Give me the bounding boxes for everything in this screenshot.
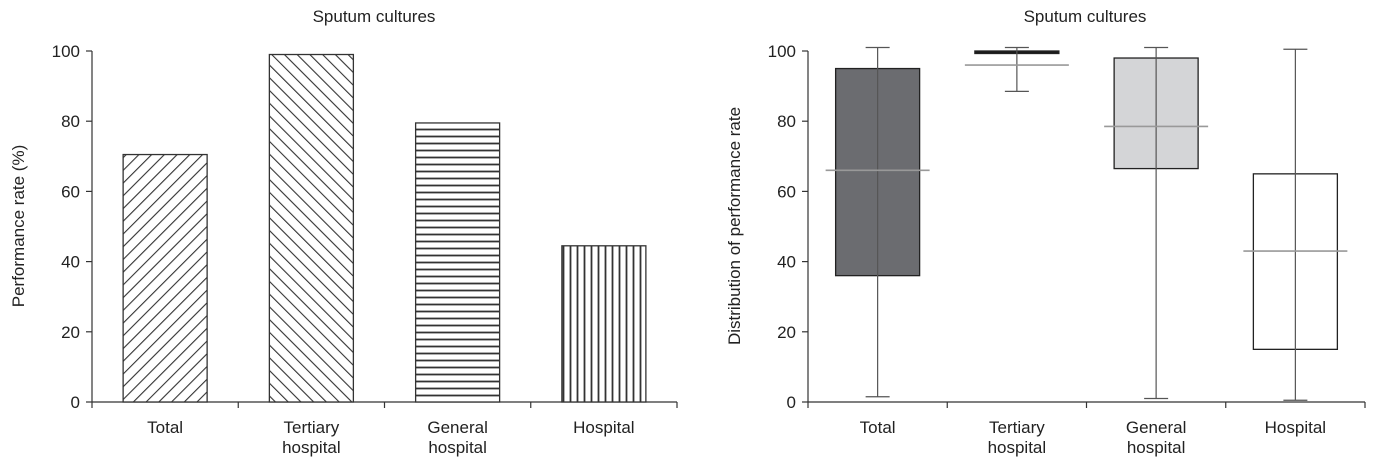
x-tick-label-total: Total bbox=[147, 418, 183, 437]
y-tick-label: 40 bbox=[61, 253, 80, 272]
y-tick-label: 60 bbox=[777, 182, 796, 201]
y-tick-label: 60 bbox=[61, 182, 80, 201]
bar-tertiary bbox=[268, 53, 355, 403]
right-y-axis-label: Distribution of performance rate bbox=[725, 107, 744, 345]
x-tick-label-hospital: Hospital bbox=[573, 418, 634, 437]
y-tick-label: 80 bbox=[61, 112, 80, 131]
right-axes bbox=[802, 50, 1366, 408]
box-group-tertiary bbox=[964, 46, 1069, 92]
x-tick-label-line: hospital bbox=[988, 438, 1047, 457]
left-bar-chart: Sputum cultures Performance rate (%) 0 20… bbox=[9, 7, 678, 457]
box-group-hospital bbox=[1243, 48, 1348, 401]
y-tick-label: 100 bbox=[52, 42, 80, 61]
y-tick-label: 20 bbox=[61, 323, 80, 342]
x-tick-label-general: General hospital bbox=[1126, 418, 1186, 457]
left-bars bbox=[122, 53, 647, 403]
bar-hospital bbox=[561, 245, 647, 403]
x-tick-label-line: hospital bbox=[428, 438, 487, 457]
x-tick-label-total: Total bbox=[860, 418, 896, 437]
right-chart-title: Sputum cultures bbox=[1024, 7, 1147, 26]
x-tick-label-tertiary: Tertiary hospital bbox=[988, 418, 1047, 457]
x-tick-label-tertiary: Tertiary hospital bbox=[282, 418, 341, 457]
x-tick-label-hospital: Hospital bbox=[1265, 418, 1326, 437]
bar-total bbox=[122, 153, 208, 403]
box-group-total bbox=[825, 46, 930, 398]
x-tick-label-line: Hospital bbox=[1265, 418, 1326, 437]
x-tick-label-line: hospital bbox=[282, 438, 341, 457]
y-tick-label: 20 bbox=[777, 323, 796, 342]
x-tick-label-line: Hospital bbox=[573, 418, 634, 437]
bar-general bbox=[414, 122, 501, 403]
y-tick-label: 0 bbox=[71, 393, 80, 412]
left-y-axis-label: Performance rate (%) bbox=[9, 145, 28, 308]
y-tick-label: 80 bbox=[777, 112, 796, 131]
y-tick-label: 40 bbox=[777, 253, 796, 272]
box-group-general bbox=[1104, 46, 1209, 400]
x-tick-label-line: General bbox=[427, 418, 487, 437]
x-tick-label-line: Total bbox=[147, 418, 183, 437]
x-tick-label-line: Tertiary bbox=[989, 418, 1045, 437]
x-tick-label-line: hospital bbox=[1127, 438, 1186, 457]
right-box-chart: Sputum cultures Distribution of performa… bbox=[725, 7, 1366, 457]
y-tick-label: 100 bbox=[768, 42, 796, 61]
x-tick-label-line: Tertiary bbox=[284, 418, 340, 437]
left-chart-title: Sputum cultures bbox=[313, 7, 436, 26]
x-tick-label-general: General hospital bbox=[427, 418, 487, 457]
right-boxes bbox=[825, 46, 1348, 401]
y-tick-label: 0 bbox=[787, 393, 796, 412]
x-tick-label-line: Total bbox=[860, 418, 896, 437]
x-tick-label-line: General bbox=[1126, 418, 1186, 437]
